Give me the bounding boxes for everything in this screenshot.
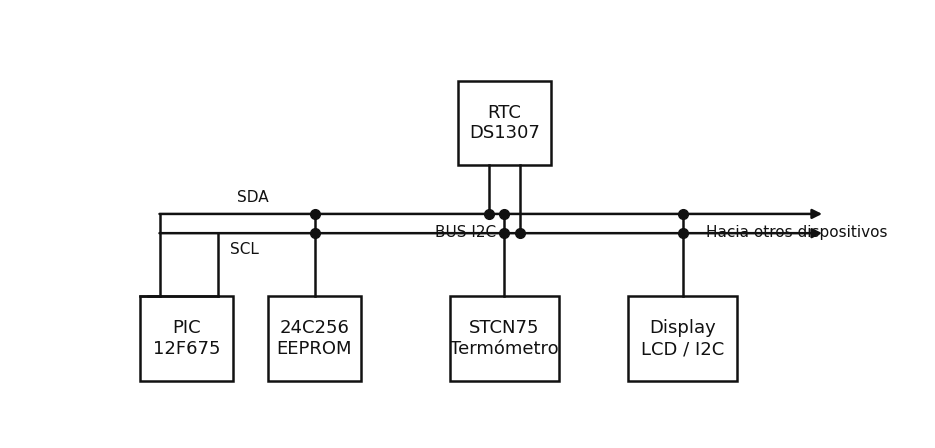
Text: SCL: SCL bbox=[230, 242, 259, 258]
Bar bbox=[268, 296, 361, 381]
Text: 24C256
EEPROM: 24C256 EEPROM bbox=[277, 319, 352, 358]
Text: Display
LCD / I2C: Display LCD / I2C bbox=[641, 319, 725, 358]
Bar bbox=[450, 296, 558, 381]
Text: Hacia otros dispositivos: Hacia otros dispositivos bbox=[706, 225, 887, 240]
Bar bbox=[458, 81, 551, 165]
Text: RTC
DS1307: RTC DS1307 bbox=[469, 103, 539, 142]
Bar bbox=[140, 296, 233, 381]
Text: PIC
12F675: PIC 12F675 bbox=[153, 319, 221, 358]
Bar bbox=[628, 296, 737, 381]
Text: SDA: SDA bbox=[237, 190, 268, 205]
Text: BUS I2C: BUS I2C bbox=[435, 225, 496, 240]
Text: STCN75
Termómetro: STCN75 Termómetro bbox=[450, 319, 559, 358]
